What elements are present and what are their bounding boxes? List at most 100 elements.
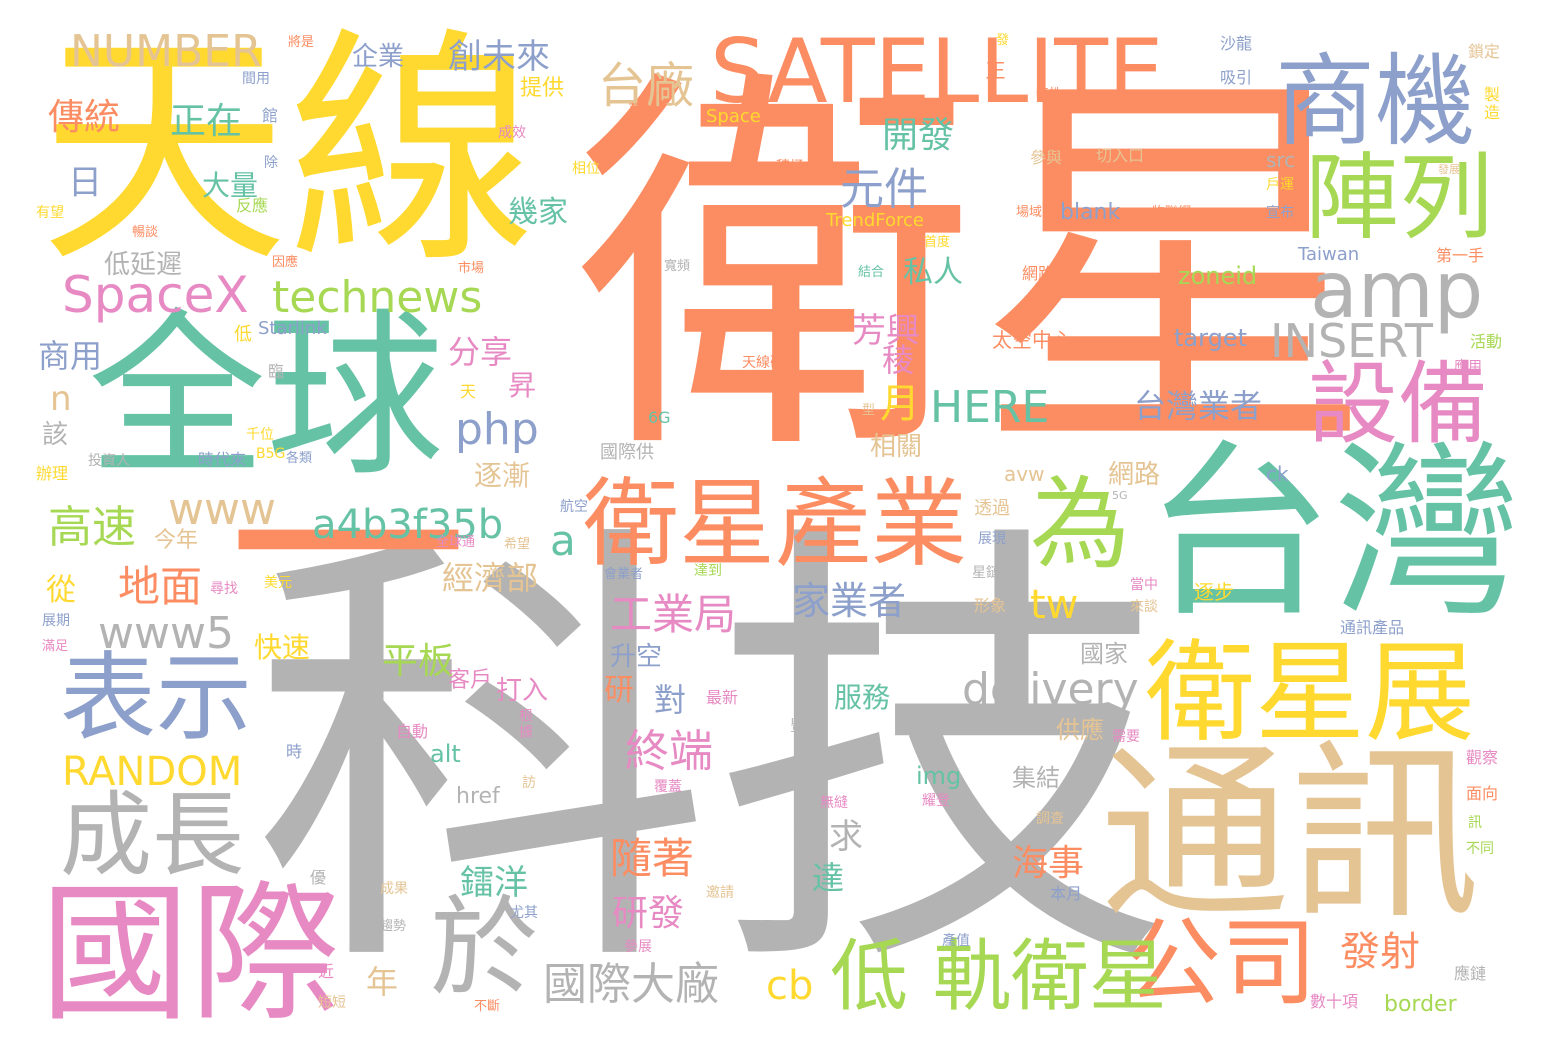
word: www xyxy=(168,484,276,535)
word: 相關 xyxy=(870,432,923,462)
word: cb xyxy=(766,963,814,1009)
word: 通訊產品 xyxy=(1340,618,1405,637)
word: 一 xyxy=(228,410,469,690)
word: 國際大廠 xyxy=(543,959,719,1010)
word: 短短 xyxy=(318,995,346,1011)
word: 成效 xyxy=(498,125,526,141)
word: 場域 xyxy=(1016,205,1043,220)
word: a4b3f35b xyxy=(312,502,504,548)
word: 訪 xyxy=(522,775,536,791)
word: 台灣 xyxy=(1145,424,1521,643)
word: 正 xyxy=(982,60,1006,82)
word: zoneid xyxy=(1178,262,1258,290)
word: HERE xyxy=(930,382,1050,433)
word: 活動 xyxy=(1470,332,1503,351)
word: 低 xyxy=(234,324,252,345)
word: 衛星產業 xyxy=(583,468,967,580)
word: 參與 xyxy=(1030,148,1063,167)
word: 間用 xyxy=(242,71,270,87)
word: 應鏈 xyxy=(1454,964,1487,983)
word: 美元 xyxy=(264,575,292,591)
word: 無縫 xyxy=(820,795,848,811)
word: 星鏈 xyxy=(972,565,1000,581)
word: 相位 xyxy=(572,161,600,177)
word: 從 xyxy=(46,573,76,608)
word: 因應 xyxy=(272,255,299,270)
word: 展期 xyxy=(42,613,70,629)
word: 有望 xyxy=(36,205,64,221)
word: 全球通 xyxy=(436,535,476,550)
word: 稜 xyxy=(882,341,915,379)
word: 平板 xyxy=(382,641,455,682)
word: 結合 xyxy=(858,265,885,280)
word: SpaceX xyxy=(62,266,249,324)
word: 反應 xyxy=(236,196,269,215)
word: 服務 xyxy=(834,681,891,714)
word: 第一手 xyxy=(1436,246,1485,265)
word: 駕駛 xyxy=(1220,92,1253,111)
word: technews xyxy=(272,272,483,323)
word: B5G xyxy=(256,446,286,462)
word: 芳興 xyxy=(852,311,920,351)
word: src xyxy=(1266,148,1296,172)
word: 滿足 xyxy=(42,639,69,654)
word: 寬頻 xyxy=(664,259,691,274)
word: 耀登 xyxy=(922,793,950,809)
word: 科技 xyxy=(252,490,1172,1025)
word: 航空 xyxy=(560,499,588,515)
word: 打入 xyxy=(496,676,549,706)
word: 元件 xyxy=(840,164,928,215)
word: 工業局 xyxy=(610,590,737,639)
word: 豐碩 xyxy=(790,716,823,735)
word: 宣布 xyxy=(1266,205,1294,221)
word: 地面 xyxy=(118,562,203,611)
word: 6G xyxy=(648,408,671,427)
word: 調查 xyxy=(1036,811,1064,827)
word: 創未來 xyxy=(448,37,550,77)
word: 發展 xyxy=(1438,163,1460,176)
word: 不同 xyxy=(1466,841,1494,857)
word: n xyxy=(50,379,72,419)
word: 鎖定 xyxy=(1468,42,1501,61)
word: 快速 xyxy=(254,631,311,664)
word: avw xyxy=(1004,462,1045,486)
word: 時代來 xyxy=(198,450,247,469)
word: 天 xyxy=(460,382,477,401)
word: a xyxy=(550,516,576,565)
word: RANDOM xyxy=(62,749,243,795)
word: alt xyxy=(430,740,461,768)
word: 臨 xyxy=(268,362,285,381)
word: 希望 xyxy=(504,537,531,552)
word: tw xyxy=(1030,582,1079,628)
word: 應用 xyxy=(1454,359,1482,375)
word: 正在 xyxy=(170,101,243,142)
word: 台廠 xyxy=(598,58,695,114)
word: 尋找 xyxy=(210,581,238,597)
word: 月 xyxy=(880,381,920,427)
word: target xyxy=(1174,324,1247,352)
word: 訊 xyxy=(1468,815,1482,831)
word: 特性 xyxy=(1036,87,1063,102)
word: 透過 xyxy=(974,498,1010,519)
word: 國際供 xyxy=(600,442,654,463)
word: Taiwan xyxy=(1298,244,1360,265)
word: 私人 xyxy=(903,255,963,290)
word: 首度 xyxy=(924,235,951,250)
word: 企業 xyxy=(352,42,405,72)
word: href xyxy=(456,784,500,809)
word: 網路 xyxy=(1108,460,1161,490)
word: 發 xyxy=(996,33,1010,48)
word: 切入口 xyxy=(1096,146,1145,165)
word: 商用 xyxy=(38,337,103,375)
word: 邀請 xyxy=(706,885,734,901)
word: SATELLITE xyxy=(710,20,1164,123)
word: 除 xyxy=(264,155,278,171)
word: 積極 xyxy=(776,159,804,175)
word: 研 xyxy=(604,673,634,708)
word: 參展 xyxy=(624,939,652,955)
word: 終端 xyxy=(625,726,713,777)
word: 暢談 xyxy=(132,225,159,240)
word: 當中 xyxy=(1130,577,1158,593)
word: 需要 xyxy=(1112,729,1140,745)
